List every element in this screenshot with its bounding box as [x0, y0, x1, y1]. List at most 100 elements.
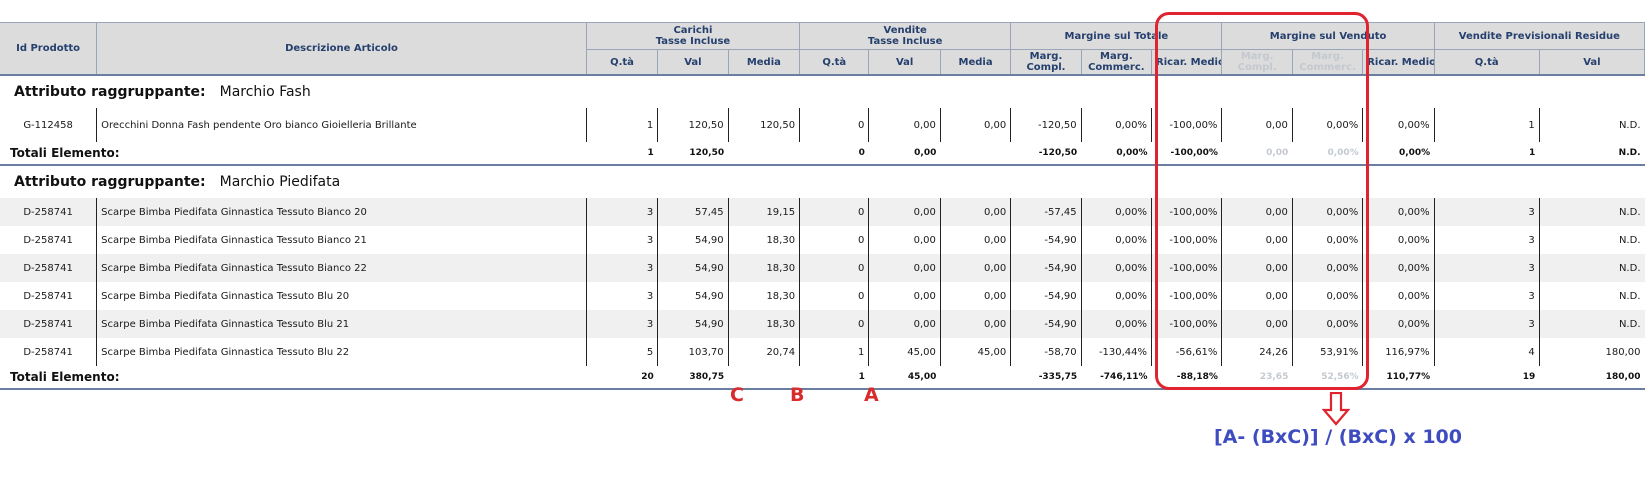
total-s-compl: 23,65	[1221, 366, 1293, 390]
cell-s-comm: 0,00%	[1291, 310, 1363, 338]
table-row[interactable]: D-258741 Scarpe Bimba Piedifata Ginnastic…	[0, 282, 1645, 310]
empty-cell	[728, 366, 800, 390]
cell-c-val: 54,90	[657, 226, 729, 254]
tot-marg-comm-l2: Commerc.	[1088, 62, 1145, 73]
col-group-vendite: Vendite Tasse Incluse	[799, 22, 1012, 50]
cell-c-media: 18,30	[727, 254, 800, 282]
totals-label: Totali Elemento:	[0, 366, 587, 390]
cell-v-val: 0,00	[868, 282, 941, 310]
cell-t-comm: 0,00%	[1080, 108, 1152, 142]
product-id-cell: D-258741	[0, 198, 97, 226]
col-group-margine-venduto: Margine sul Venduto	[1221, 22, 1435, 50]
cell-t-comm: 0,00%	[1080, 310, 1152, 338]
tot-marg-compl-l1: Marg.	[1029, 51, 1063, 62]
total-p-val: N.D.	[1539, 142, 1645, 166]
cell-p-val: 180,00	[1538, 338, 1645, 366]
cell-t-ricar: -100,00%	[1151, 108, 1222, 142]
cell-t-compl: -57,45	[1010, 198, 1082, 226]
description-cell: Scarpe Bimba Piedifata Ginnastica Tessut…	[96, 226, 587, 254]
cell-s-compl: 0,00	[1221, 310, 1293, 338]
description-cell: Scarpe Bimba Piedifata Ginnastica Tessut…	[96, 282, 587, 310]
cell-s-ricar: 0,00%	[1362, 310, 1435, 338]
cell-s-comm: 53,91%	[1291, 338, 1363, 366]
annotation-letter-c: C	[730, 384, 744, 406]
sold-marg-compl-l1: Marg.	[1240, 51, 1274, 62]
cell-p-qta: 3	[1433, 254, 1540, 282]
cell-c-media: 18,30	[727, 226, 800, 254]
product-id-cell: D-258741	[0, 254, 97, 282]
cell-t-ricar: -100,00%	[1151, 226, 1222, 254]
vendite-title: Vendite	[883, 25, 927, 36]
cell-p-val: N.D.	[1538, 108, 1645, 142]
total-s-comm: 0,00%	[1292, 142, 1363, 166]
group-label: Attributo raggruppante:	[14, 84, 206, 100]
table-row[interactable]: G-112458 Orecchini Donna Fash pendente Or…	[0, 108, 1645, 142]
cell-s-comm: 0,00%	[1291, 254, 1363, 282]
col-header-id: Id Prodotto	[0, 22, 98, 76]
table-row[interactable]: D-258741 Scarpe Bimba Piedifata Ginnastic…	[0, 338, 1645, 366]
tot-marg-compl-l2: Compl.	[1026, 62, 1066, 73]
cell-v-qta: 0	[799, 254, 869, 282]
total-c-val: 120,50	[657, 142, 729, 166]
cell-c-media: 120,50	[727, 108, 800, 142]
description-cell: Scarpe Bimba Piedifata Ginnastica Tessut…	[96, 198, 587, 226]
cell-s-ricar: 0,00%	[1362, 198, 1435, 226]
table-row[interactable]: D-258741 Scarpe Bimba Piedifata Ginnastic…	[0, 254, 1645, 282]
cell-v-qta: 0	[799, 226, 869, 254]
cell-s-compl: 0,00	[1221, 226, 1293, 254]
cell-v-media: 0,00	[939, 310, 1011, 338]
total-v-val: 0,00	[868, 142, 941, 166]
cell-p-qta: 3	[1433, 310, 1540, 338]
description-cell: Scarpe Bimba Piedifata Ginnastica Tessut…	[96, 254, 587, 282]
carichi-subtitle: Tasse Incluse	[655, 36, 731, 47]
table-row[interactable]: D-258741 Scarpe Bimba Piedifata Ginnastic…	[0, 226, 1645, 254]
cell-c-val: 54,90	[657, 282, 729, 310]
cell-p-val: N.D.	[1538, 226, 1645, 254]
empty-cell	[940, 142, 1011, 166]
cell-t-comm: 0,00%	[1080, 198, 1152, 226]
col-header-sold-marg-compl: Marg. Compl.	[1221, 49, 1293, 76]
sold-marg-compl-l2: Compl.	[1237, 62, 1277, 73]
cell-t-comm: -130,44%	[1080, 338, 1152, 366]
group-name: Marchio Fash	[219, 84, 311, 100]
group-header: Attributo raggruppante: Marchio Piedifata	[0, 164, 1645, 198]
product-id-cell: D-258741	[23, 234, 73, 246]
col-header-carichi-media: Media	[728, 49, 801, 76]
total-s-ricar: 0,00%	[1362, 142, 1435, 166]
cell-p-qta: 1	[1433, 108, 1540, 142]
cell-c-media: 18,30	[727, 310, 800, 338]
col-header-carichi-val: Val	[657, 49, 729, 76]
total-p-val: 180,00	[1539, 366, 1645, 390]
col-header-tot-marg-commerc: Marg. Commerc.	[1081, 49, 1153, 76]
cell-p-qta: 4	[1433, 338, 1540, 366]
col-header-description: Descrizione Articolo	[96, 22, 587, 76]
cell-p-qta: 3	[1433, 226, 1540, 254]
cell-s-comm: 0,00%	[1291, 108, 1363, 142]
cell-c-qta: 3	[585, 226, 658, 254]
cell-s-compl: 0,00	[1221, 198, 1293, 226]
total-c-val: 380,75	[657, 366, 729, 390]
cell-v-qta: 1	[799, 338, 869, 366]
totals-label: Totali Elemento:	[0, 142, 587, 166]
cell-v-qta: 0	[799, 282, 869, 310]
col-header-prev-qta: Q.tà	[1434, 49, 1540, 76]
col-header-prev-val: Val	[1539, 49, 1645, 76]
cell-v-media: 0,00	[939, 108, 1011, 142]
table-row[interactable]: D-258741 Scarpe Bimba Piedifata Ginnastic…	[0, 310, 1645, 338]
cell-s-compl: 24,26	[1221, 338, 1293, 366]
cell-p-val: N.D.	[1538, 254, 1645, 282]
cell-s-ricar: 116,97%	[1362, 338, 1435, 366]
table-row[interactable]: D-258741 Scarpe Bimba Piedifata Ginnastic…	[0, 198, 1645, 226]
col-header-tot-ricar-medio: Ricar. Medio	[1151, 49, 1223, 76]
cell-s-ricar: 0,00%	[1362, 226, 1435, 254]
cell-s-compl: 0,00	[1221, 254, 1293, 282]
cell-c-qta: 3	[585, 310, 658, 338]
cell-c-qta: 5	[585, 338, 658, 366]
cell-c-val: 103,70	[657, 338, 729, 366]
total-v-qta: 1	[799, 366, 869, 390]
description-cell: Orecchini Donna Fash pendente Oro bianco…	[96, 108, 587, 142]
highlight-box-margine-venduto	[1155, 12, 1369, 390]
cell-v-val: 0,00	[868, 310, 941, 338]
cell-c-val: 54,90	[657, 254, 729, 282]
annotation-letter-a: A	[864, 384, 879, 406]
